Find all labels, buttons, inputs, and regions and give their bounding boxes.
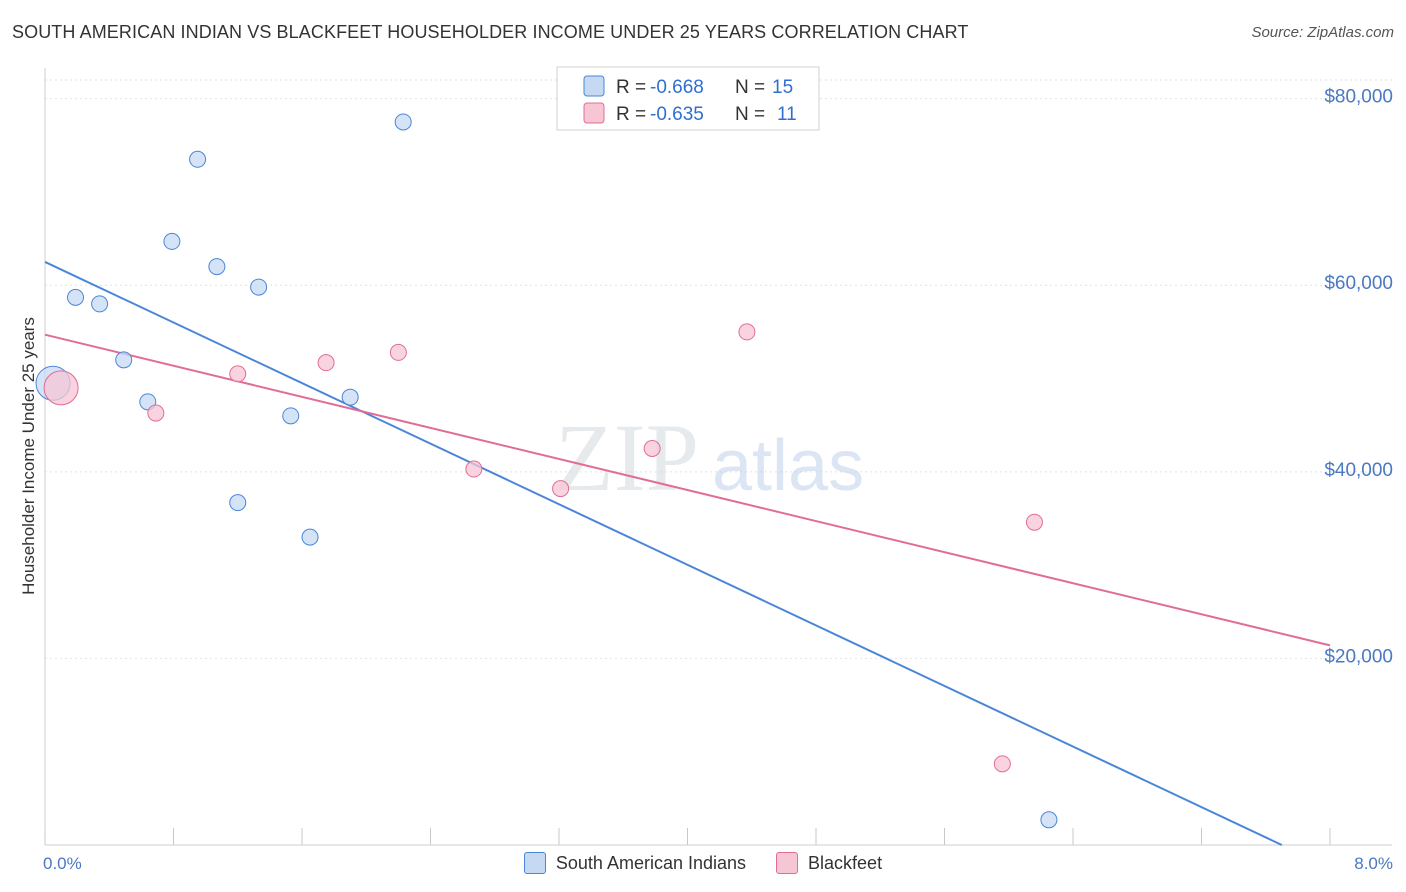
data-point-south-american — [115, 351, 133, 369]
data-point-blackfeet — [147, 404, 165, 422]
y-tick-label: $40,000 — [1324, 460, 1393, 481]
data-point-blackfeet — [1025, 513, 1043, 531]
watermark: ZIP atlas — [555, 404, 864, 511]
y-tick-labels: $20,000 $40,000 $60,000 $80,000 — [1324, 87, 1393, 668]
data-point-south-american — [229, 494, 247, 512]
data-point-south-american — [394, 113, 412, 131]
correlation-legend: R = -0.668 N = 15 R = -0.635 N = 11 — [556, 66, 820, 131]
data-point-south-american — [189, 150, 207, 168]
data-point-south-american — [1040, 811, 1058, 829]
data-point-blackfeet — [389, 343, 407, 361]
data-point-south-american — [91, 295, 109, 313]
trend-lines — [44, 261, 1331, 846]
x-tick-label-max: 8.0% — [1354, 854, 1393, 873]
legend-r-value-1: -0.668 — [650, 77, 704, 98]
chart-source: Source: ZipAtlas.com — [1251, 24, 1394, 41]
watermark-atlas: atlas — [712, 426, 864, 506]
legend-n-value-1: 15 — [772, 77, 793, 98]
data-point-blackfeet — [643, 440, 661, 458]
data-point-blackfeet — [993, 755, 1011, 773]
trend-line-blackfeet — [44, 333, 1331, 647]
data-point-south-american — [163, 232, 181, 250]
data-point-south-american — [301, 528, 319, 546]
data-point-blackfeet — [738, 323, 756, 341]
legend-n-label-1: N = — [735, 77, 765, 98]
data-point-blackfeet — [229, 365, 247, 383]
chart-title: SOUTH AMERICAN INDIAN VS BLACKFEET HOUSE… — [12, 22, 969, 42]
legend-item-blackfeet[interactable]: Blackfeet — [776, 852, 882, 874]
legend-r-label-1: R = — [616, 77, 646, 98]
x-tick-labels: 0.0% 8.0% — [43, 854, 1393, 873]
gridlines — [45, 79, 1392, 659]
data-point-south-american — [250, 278, 268, 296]
data-point-south-american — [208, 258, 226, 276]
watermark-zip: ZIP — [555, 404, 699, 511]
axes — [44, 68, 1392, 846]
legend-r-label-2: R = — [616, 104, 646, 125]
series-legend: South American Indians Blackfeet — [0, 852, 1406, 874]
legend-label: South American Indians — [555, 852, 747, 873]
legend-swatch-blackfeet — [583, 102, 605, 124]
legend-n-value-2: 11 — [777, 104, 797, 125]
data-point-south-american — [341, 388, 359, 406]
data-point-south-american — [67, 288, 85, 306]
y-axis-label: Householder Income Under 25 years — [19, 317, 38, 595]
data-point-blackfeet — [317, 354, 335, 372]
y-tick-label: $80,000 — [1324, 87, 1393, 108]
y-tick-label: $20,000 — [1324, 646, 1393, 667]
legend-item-south-american[interactable]: South American Indians — [523, 852, 747, 874]
legend-label: Blackfeet — [808, 852, 883, 873]
data-point-south-american — [282, 407, 300, 425]
data-point-blackfeet — [465, 460, 483, 478]
legend-swatch — [523, 852, 546, 874]
legend-swatch — [776, 852, 799, 874]
x-tick-label-min: 0.0% — [43, 854, 82, 873]
legend-n-label-2: N = — [735, 104, 765, 125]
data-point-blackfeet — [43, 370, 79, 406]
trend-line-south-american — [44, 261, 1283, 846]
y-tick-label: $60,000 — [1324, 273, 1393, 294]
data-point-blackfeet — [552, 480, 570, 498]
legend-r-value-2: -0.635 — [650, 104, 704, 125]
legend-swatch-south-american — [583, 75, 605, 97]
data-points — [35, 113, 1058, 829]
